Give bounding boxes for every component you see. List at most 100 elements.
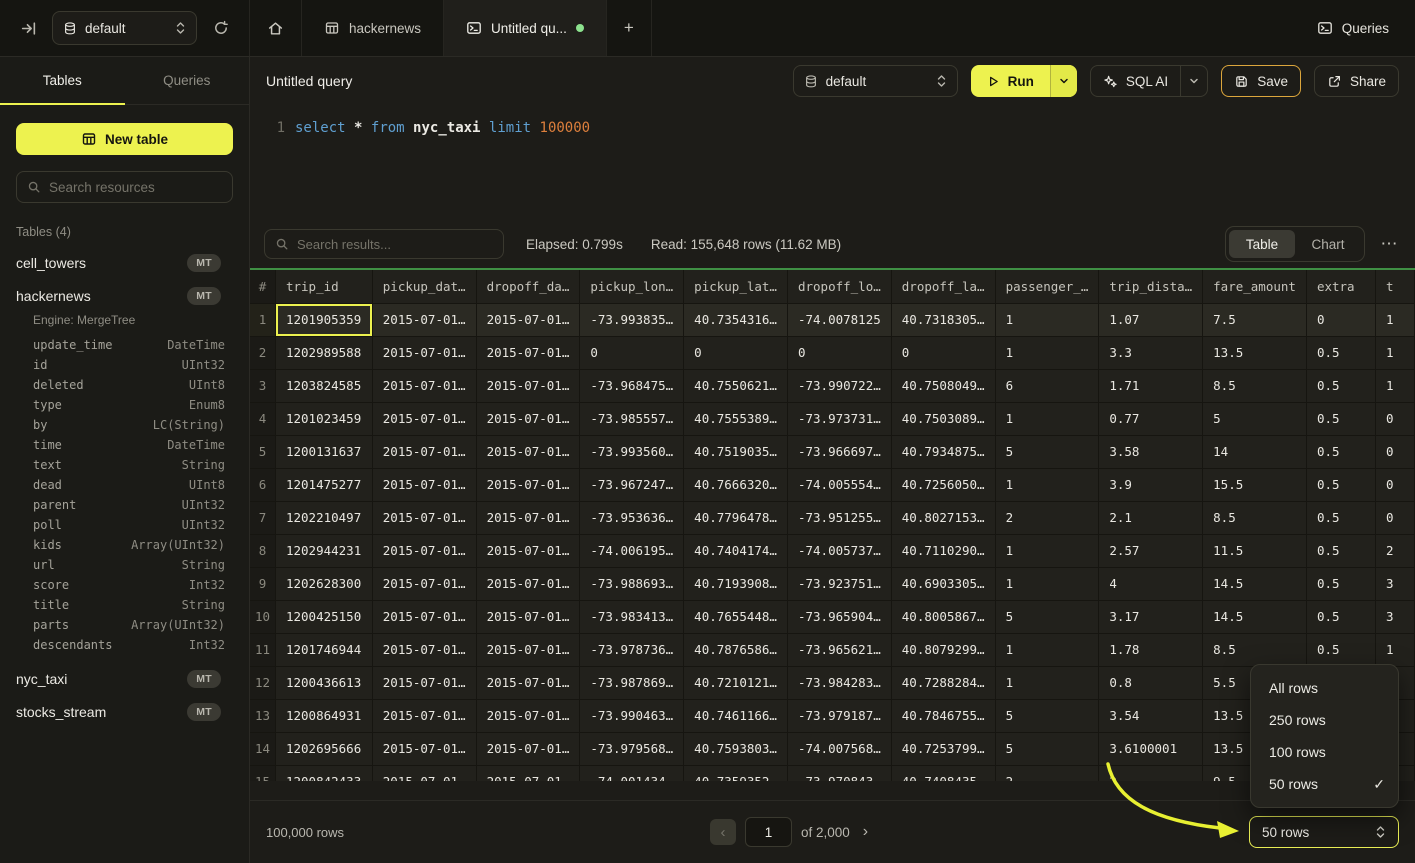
sql-ai-dropdown[interactable]: [1181, 66, 1207, 96]
sidebar-item-hackernews[interactable]: hackernews MT: [16, 287, 233, 305]
cell[interactable]: 0: [1375, 435, 1415, 469]
next-page-button[interactable]: ›: [862, 823, 869, 840]
row-number[interactable]: 4: [250, 402, 276, 436]
cell[interactable]: 40.7288284…: [891, 666, 996, 700]
cell[interactable]: 0.77: [1098, 402, 1204, 436]
new-tab-button[interactable]: +: [607, 0, 652, 56]
cell[interactable]: 2015-07-01…: [372, 699, 477, 733]
cell[interactable]: 2015-07-01…: [476, 435, 581, 469]
cell[interactable]: 2015-07-01…: [476, 600, 581, 634]
results-search[interactable]: [264, 229, 504, 259]
row-number[interactable]: 15: [250, 765, 276, 781]
column-header[interactable]: trip_id: [275, 270, 373, 304]
cell[interactable]: 0: [1375, 468, 1415, 502]
cell[interactable]: 0: [579, 336, 685, 370]
more-options-icon[interactable]: ⋯: [1380, 234, 1398, 253]
row-number[interactable]: 1: [250, 303, 276, 337]
column-header[interactable]: pickup_lat…: [683, 270, 788, 304]
cell[interactable]: 8.5: [1202, 633, 1307, 667]
column-header[interactable]: extra: [1306, 270, 1377, 304]
cell[interactable]: 2.1: [1098, 501, 1204, 535]
cell[interactable]: -73.993835…: [579, 303, 685, 337]
cell[interactable]: -74.0078125: [787, 303, 892, 337]
cell[interactable]: -73.984283…: [787, 666, 892, 700]
cell[interactable]: 2.57: [1098, 534, 1204, 568]
cell[interactable]: 0.5: [1306, 336, 1377, 370]
cell[interactable]: 2015-07-01…: [476, 699, 581, 733]
cell[interactable]: 1: [995, 666, 1100, 700]
column-header[interactable]: pickup_lon…: [579, 270, 685, 304]
cell[interactable]: 0.5: [1306, 435, 1377, 469]
cell[interactable]: 0: [1306, 303, 1377, 337]
cell[interactable]: -73.967247…: [579, 468, 685, 502]
row-number[interactable]: 7: [250, 501, 276, 535]
cell[interactable]: 3.6100001: [1098, 732, 1204, 766]
cell[interactable]: 3: [1375, 567, 1415, 601]
cell[interactable]: 0: [891, 336, 996, 370]
cell[interactable]: 40.7666320…: [683, 468, 788, 502]
cell[interactable]: 3.58: [1098, 435, 1204, 469]
cell[interactable]: -73.965904…: [787, 600, 892, 634]
cell[interactable]: 40.7876586…: [683, 633, 788, 667]
cell[interactable]: 40.7404174…: [683, 534, 788, 568]
cell[interactable]: 1: [995, 534, 1100, 568]
row-number[interactable]: 5: [250, 435, 276, 469]
view-tab-table[interactable]: Table: [1229, 230, 1295, 258]
results-search-input[interactable]: [297, 236, 493, 252]
cell[interactable]: 0: [1375, 501, 1415, 535]
cell[interactable]: 1201023459: [275, 402, 373, 436]
column-header[interactable]: dropoff_lo…: [787, 270, 892, 304]
page-size-select[interactable]: 50 rows: [1249, 816, 1399, 848]
resource-search-input[interactable]: [49, 179, 226, 195]
view-tab-chart[interactable]: Chart: [1311, 236, 1345, 252]
menu-item-250-rows[interactable]: 250 rows: [1251, 704, 1398, 736]
cell[interactable]: 1201905359: [275, 303, 373, 337]
cell[interactable]: -73.990722…: [787, 369, 892, 403]
sidebar-item-stocks_stream[interactable]: stocks_stream MT: [16, 703, 233, 721]
cell[interactable]: 1.71: [1098, 369, 1204, 403]
cell[interactable]: 0.8: [1098, 666, 1204, 700]
column-header[interactable]: trip_dista…: [1098, 270, 1204, 304]
cell[interactable]: 40.7508049…: [891, 369, 996, 403]
cell[interactable]: 5: [995, 600, 1100, 634]
cell[interactable]: 2015-07-01…: [372, 369, 477, 403]
cell[interactable]: 1202989588: [275, 336, 373, 370]
tab-untitled-query[interactable]: Untitled qu...: [444, 0, 607, 56]
cell[interactable]: 40.7253799…: [891, 732, 996, 766]
cell[interactable]: 0.5: [1306, 468, 1377, 502]
cell[interactable]: 1201475277: [275, 468, 373, 502]
cell[interactable]: 3.17: [1098, 600, 1204, 634]
cell[interactable]: 7.5: [1202, 303, 1307, 337]
cell[interactable]: -73.985557…: [579, 402, 685, 436]
row-number[interactable]: 6: [250, 468, 276, 502]
cell[interactable]: 40.7519035…: [683, 435, 788, 469]
cell[interactable]: 1: [1375, 303, 1415, 337]
cell[interactable]: 2015-07-01…: [372, 303, 477, 337]
cell[interactable]: 40.7555389…: [683, 402, 788, 436]
cell[interactable]: 40.7110290…: [891, 534, 996, 568]
cell[interactable]: 2015-07-01…: [372, 435, 477, 469]
sidebar-item-nyc_taxi[interactable]: nyc_taxi MT: [16, 670, 233, 688]
cell[interactable]: 40.7408435: [891, 765, 996, 781]
cell[interactable]: 2015-07-01…: [476, 633, 581, 667]
cell[interactable]: 0: [787, 336, 892, 370]
cell[interactable]: -73.993560…: [579, 435, 685, 469]
tab-hackernews[interactable]: hackernews: [302, 0, 445, 56]
new-table-button[interactable]: New table: [16, 123, 233, 155]
cell[interactable]: 14.5: [1202, 600, 1307, 634]
row-number[interactable]: 9: [250, 567, 276, 601]
cell[interactable]: 1: [1375, 633, 1415, 667]
cell[interactable]: 40.8027153…: [891, 501, 996, 535]
cell[interactable]: 2015-07-01…: [372, 567, 477, 601]
cell[interactable]: 40.7461166…: [683, 699, 788, 733]
column-header[interactable]: pickup_dat…: [372, 270, 477, 304]
menu-item-all-rows[interactable]: All rows: [1251, 672, 1398, 704]
cell[interactable]: 3.9: [1098, 468, 1204, 502]
cell[interactable]: 1: [995, 633, 1100, 667]
row-number[interactable]: 10: [250, 600, 276, 634]
cell[interactable]: 2015-07-01…: [476, 468, 581, 502]
cell[interactable]: -73.978736…: [579, 633, 685, 667]
column-header[interactable]: passenger_…: [995, 270, 1100, 304]
tab-home[interactable]: [250, 0, 302, 56]
cell[interactable]: 2015-07-01…: [372, 633, 477, 667]
